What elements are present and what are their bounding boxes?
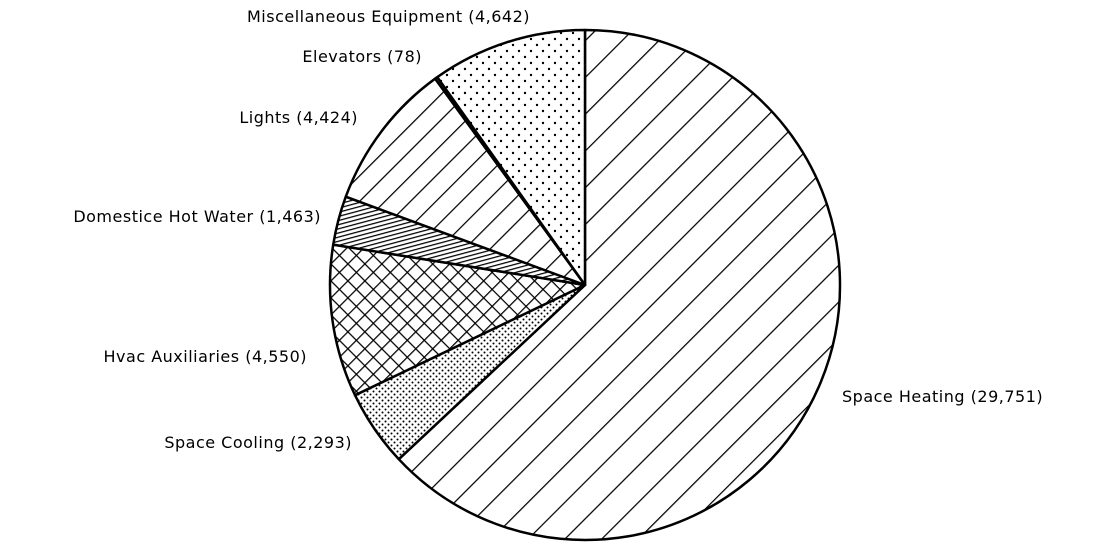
- slice-label: Elevators (78): [302, 47, 422, 66]
- slice-label: Space Cooling (2,293): [164, 433, 352, 452]
- category-name: Lights: [239, 108, 290, 127]
- category-name: Elevators: [302, 47, 381, 66]
- slice-label: Space Heating (29,751): [842, 387, 1043, 406]
- value-label: (4,424): [296, 108, 358, 127]
- pie-slice: [344, 77, 587, 287]
- pie-slice: [328, 243, 587, 397]
- value-label: (4,642): [468, 7, 530, 26]
- value-label: (1,463): [259, 207, 321, 226]
- value-label: (2,293): [290, 433, 352, 452]
- category-name: Domestice Hot Water: [73, 207, 253, 226]
- value-label: (4,550): [245, 347, 307, 366]
- value-label: (29,751): [971, 387, 1043, 406]
- pie-slice: [397, 28, 842, 542]
- category-name: Hvac Auxiliaries: [104, 347, 240, 366]
- pie-slice: [436, 28, 587, 287]
- slice-label: Hvac Auxiliaries (4,550): [104, 347, 307, 366]
- slice-label: Lights (4,424): [239, 108, 358, 127]
- slice-label: Miscellaneous Equipment (4,642): [247, 7, 530, 26]
- category-name: Space Heating: [842, 387, 965, 406]
- slice-label: Domestice Hot Water (1,463): [73, 207, 321, 226]
- value-label: (78): [387, 47, 422, 66]
- category-name: Miscellaneous Equipment: [247, 7, 463, 26]
- category-name: Space Cooling: [164, 433, 284, 452]
